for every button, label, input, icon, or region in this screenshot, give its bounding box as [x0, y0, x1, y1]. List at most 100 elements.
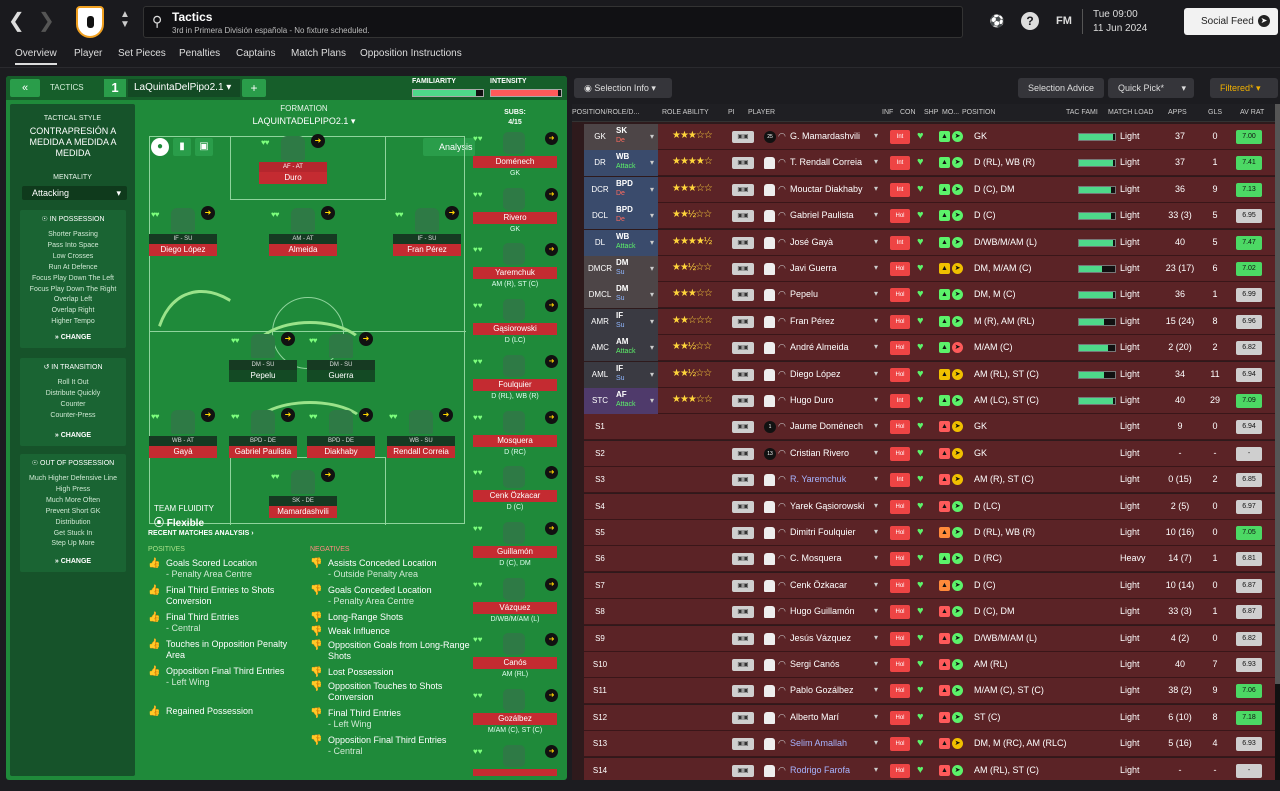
row-role[interactable]	[616, 678, 658, 704]
pitch-player[interactable]: ♥♥ ➜ IF - SU Fran Pérez	[391, 204, 463, 262]
player-name[interactable]: Javi Guerra	[790, 263, 837, 273]
table-row[interactable]: DL WB Attack ▾ ★★★★½ ▣▣ ◠ José Gayà ▾ Int ♥ ▲ ➤ D/WB/…	[584, 229, 1275, 256]
chevron-down-icon[interactable]: ▾	[874, 632, 879, 642]
table-row[interactable]: GK SK De ▾ ★★★☆☆ ▣▣ 25 ◠ G. Mamardashvili ▾ Int ♥ ▲ ➤…	[584, 124, 1275, 150]
table-scrollbar[interactable]	[1275, 104, 1280, 780]
table-row[interactable]: S13 ▣▣ ◠ Selim Amallah ▾ Hol ♥ ▲ ➤ DM, M (RC), AM…	[584, 731, 1275, 758]
chevron-down-icon[interactable]: ▾	[874, 342, 879, 352]
selection-advice-button[interactable]: Selection Advice	[1018, 78, 1104, 98]
table-row[interactable]: S10 ▣▣ ◠ Sergi Canós ▾ Hol ♥ ▲ ➤ AM (RL) Light 40 7 6…	[584, 652, 1275, 678]
player-name[interactable]: Gabriel Paulista	[790, 210, 854, 221]
row-role[interactable]	[616, 467, 658, 493]
row-role[interactable]: WB Attack ▾	[616, 229, 658, 256]
player-instructions-icon[interactable]: ▣▣	[732, 289, 754, 302]
sub-player[interactable]: ♥♥ ➜ Yaremchuk AM (R), ST (C)	[471, 241, 559, 297]
player-name[interactable]: Selim Amallah	[790, 738, 848, 749]
notes-view-icon[interactable]: ▣	[195, 138, 213, 156]
table-row[interactable]: S3 ▣▣ ◠ R. Yaremchuk ▾ Int ♥ ▲ ➤ AM (R), ST (C) Li…	[584, 467, 1275, 494]
row-role[interactable]	[616, 494, 658, 520]
chevron-down-icon[interactable]: ▾	[874, 157, 879, 167]
player-name[interactable]: Diego López	[790, 368, 841, 379]
player-instructions-icon[interactable]: ▣▣	[732, 685, 754, 698]
in-possession-change-button[interactable]: » CHANGE	[54, 334, 92, 341]
column-header[interactable]: POSITION	[962, 109, 996, 116]
chevron-down-icon[interactable]: ▾	[874, 606, 879, 616]
back-arrow-icon[interactable]: ❮	[8, 10, 25, 32]
player-instructions-icon[interactable]: ▣▣	[732, 447, 754, 460]
forward-arrow-icon[interactable]: ❯	[38, 10, 55, 32]
chevron-down-icon[interactable]: ▾	[874, 500, 879, 510]
player-instructions-icon[interactable]: ▣▣	[732, 711, 754, 724]
chevron-down-icon[interactable]: ▾	[650, 396, 655, 405]
table-row[interactable]: DMCL DM Su ▾ ★★★☆☆ ▣▣ ◠ Pepelu ▾ Hol ♥ ▲ ➤ DM, M (C) L…	[584, 282, 1275, 309]
player-instructions-icon[interactable]: ▣▣	[732, 263, 754, 275]
row-role[interactable]: WB Attack ▾	[616, 150, 658, 177]
table-row[interactable]: DCL BPD De ▾ ★★½☆☆ ▣▣ ◠ Gabriel Paulista ▾ Hol ♥ ▲ ➤…	[584, 203, 1275, 230]
filter-button[interactable]: Filtered* ▾	[1210, 78, 1278, 98]
player-name[interactable]: Sergi Canós	[790, 659, 840, 669]
tactical-style-dropdown[interactable]: CONTRAPRESIÓN A MEDIDA A MEDIDA A MEDIDA	[18, 126, 128, 159]
row-role[interactable]: IF Su ▾	[616, 308, 658, 335]
table-row[interactable]: S9 ▣▣ ◠ Jesús Vázquez ▾ Hol ♥ ▲ ➤ D/WB/M/AM (L) Li…	[584, 625, 1275, 652]
column-header[interactable]: SHP	[924, 109, 939, 116]
table-row[interactable]: S8 ▣▣ ◠ Hugo Guillamón ▾ Hol ♥ ▲ ➤ D (C), DM Light…	[584, 599, 1275, 626]
column-header[interactable]: PLAYER	[748, 109, 776, 116]
chevron-down-icon[interactable]: ▾	[874, 183, 879, 193]
sub-name[interactable]	[473, 768, 557, 776]
tab-overview[interactable]: Overview	[15, 48, 57, 65]
table-row[interactable]: S14 ▣▣ ◠ Rodrigo Farofa ▾ Hol ♥ ▲ ➤ AM (RL), ST (…	[584, 757, 1275, 780]
row-role[interactable]	[616, 626, 658, 652]
row-role[interactable]	[616, 758, 658, 780]
row-role[interactable]	[616, 705, 658, 731]
quick-pick-button[interactable]: Quick Pick* ▾	[1108, 78, 1194, 98]
sub-name[interactable]: Vázquez	[473, 601, 557, 614]
table-row[interactable]: S2 ▣▣ 13 ◠ Cristian Rivero ▾ Hol ♥ ▲ ➤ GK Light - - -	[584, 440, 1275, 467]
pitch-player[interactable]: ♥♥ ➜ AF - AT Duro	[257, 132, 329, 190]
pitch-player[interactable]: ♥♥ ➜ BPD - DE Diakhaby	[305, 406, 377, 464]
column-header[interactable]: POSITION/ROLE/D...	[572, 109, 640, 116]
sub-name[interactable]: Gąsiorowski	[473, 323, 557, 336]
sub-name[interactable]: Cenk Özkacar	[473, 490, 557, 503]
table-row[interactable]: S6 ▣▣ ◠ C. Mosquera ▾ Hol ♥ ▲ ➤ D (RC) Heavy 14 (7)…	[584, 546, 1275, 573]
sub-name[interactable]: Guillamón	[473, 545, 557, 558]
stats-view-icon[interactable]: ▮	[173, 138, 191, 156]
chevron-down-icon[interactable]: ▾	[874, 579, 879, 589]
chevron-down-icon[interactable]: ▾	[650, 158, 655, 168]
tactic-name-dropdown[interactable]: LaQuintaDelPipo2.1 ▾	[128, 79, 240, 97]
player-instructions-icon[interactable]: ▣▣	[732, 342, 754, 355]
chevron-down-icon[interactable]: ▾	[650, 184, 655, 194]
player-view-icon[interactable]: ●	[151, 138, 169, 156]
column-header[interactable]: GLS	[1208, 109, 1223, 116]
sub-player[interactable]: ♥♥ ➜ Mosquera D (RC)	[471, 409, 559, 465]
player-name[interactable]: Yarek Gąsiorowski	[790, 500, 865, 511]
player-name[interactable]: Cristian Rivero	[790, 447, 850, 458]
chevron-down-icon[interactable]: ▾	[650, 290, 655, 300]
scrollbar-thumb[interactable]	[1275, 104, 1280, 684]
player-name[interactable]: Fran Pérez	[790, 315, 835, 326]
chevron-down-icon[interactable]: ▾	[874, 263, 879, 272]
sub-player[interactable]: ♥♥ ➜	[471, 743, 559, 776]
player-instructions-icon[interactable]: ▣▣	[732, 579, 754, 592]
player-name[interactable]: Rodrigo Farofa	[790, 764, 851, 775]
chevron-down-icon[interactable]: ▾	[874, 685, 879, 695]
player-instructions-icon[interactable]: ▣▣	[732, 157, 754, 170]
chevron-down-icon[interactable]: ▾	[874, 210, 879, 220]
club-crest-icon[interactable]	[76, 6, 104, 38]
player-instructions-icon[interactable]: ▣▣	[732, 764, 754, 777]
player-instructions-icon[interactable]: ▣▣	[732, 553, 754, 566]
chevron-down-icon[interactable]: ▾	[874, 447, 879, 457]
table-row[interactable]: S4 ▣▣ ◠ Yarek Gąsiorowski ▾ Hol ♥ ▲ ➤ D (LC) Light…	[584, 493, 1275, 520]
player-name[interactable]: Mouctar Diakhaby	[790, 183, 863, 194]
column-header[interactable]: INF	[882, 109, 894, 116]
player-instructions-icon[interactable]: ▣▣	[732, 659, 754, 671]
player-instructions-icon[interactable]: ▣▣	[732, 738, 754, 751]
sub-name[interactable]: Yaremchuk	[473, 267, 557, 280]
column-header[interactable]: PI	[728, 109, 735, 116]
collapse-panel-button[interactable]: «	[10, 79, 40, 97]
row-role[interactable]	[616, 652, 658, 678]
tab-match-plans[interactable]: Match Plans	[291, 48, 347, 59]
table-row[interactable]: S12 ▣▣ ◠ Alberto Marí ▾ Hol ♥ ▲ ➤ ST (C) Light 6 (1…	[584, 704, 1275, 731]
player-instructions-icon[interactable]: ▣▣	[732, 395, 754, 407]
sub-player[interactable]: ♥♥ ➜ Rivero GK	[471, 186, 559, 242]
column-header[interactable]: MATCH LOAD	[1108, 109, 1154, 116]
